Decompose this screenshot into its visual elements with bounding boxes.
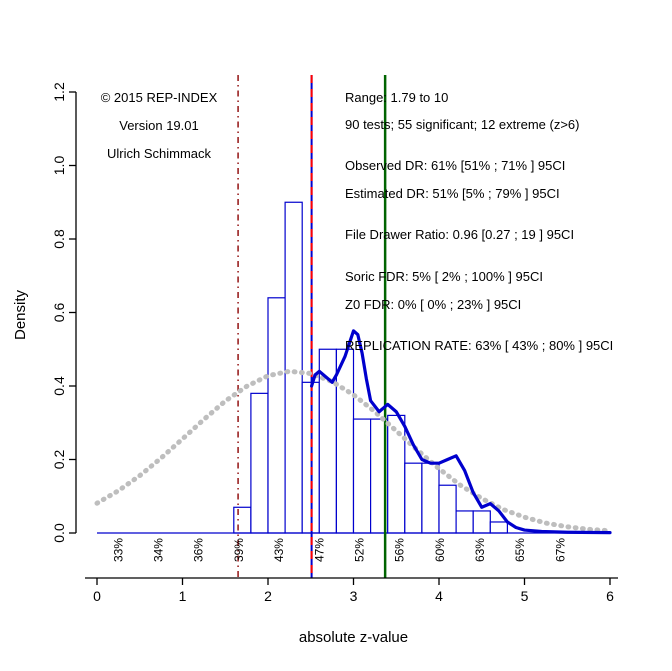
x-tick-label: 4 bbox=[435, 588, 443, 604]
stat-tests: 90 tests; 55 significant; 12 extreme (z>… bbox=[345, 117, 580, 132]
credit-copyright: © 2015 REP-INDEX bbox=[100, 90, 218, 105]
power-percent-label: 36% bbox=[192, 538, 206, 562]
power-percent-label: 56% bbox=[393, 538, 407, 562]
histogram-bar bbox=[335, 348, 355, 534]
y-tick-label: 0.6 bbox=[51, 303, 67, 323]
y-tick-label: 0.8 bbox=[51, 229, 67, 249]
stat-estimated-dr: Estimated DR: 51% [5% ; 79% ] 95CI bbox=[345, 186, 560, 201]
x-tick-label: 5 bbox=[521, 588, 529, 604]
histogram-bar bbox=[438, 484, 457, 534]
x-tick-label: 6 bbox=[606, 588, 614, 604]
power-percent-label: 39% bbox=[232, 538, 246, 562]
histogram-bar bbox=[387, 414, 406, 534]
power-percent-label: 63% bbox=[473, 538, 487, 562]
histogram-bar bbox=[421, 462, 440, 534]
power-percent-label: 47% bbox=[312, 538, 326, 562]
histogram-bar bbox=[352, 418, 372, 534]
power-percent-label: 65% bbox=[513, 538, 527, 562]
histogram-bar bbox=[404, 462, 423, 534]
power-percent-label: 34% bbox=[152, 538, 166, 562]
x-axis-title: absolute z-value bbox=[299, 629, 408, 646]
y-tick-label: 0.0 bbox=[51, 523, 67, 543]
credit-block: © 2015 REP-INDEX Version 19.01 Ulrich Sc… bbox=[98, 90, 220, 174]
histogram-bar bbox=[489, 521, 508, 534]
stat-range: Range: 1.79 to 10 bbox=[345, 90, 449, 105]
y-tick-label: 0.4 bbox=[51, 376, 67, 396]
stat-observed-dr: Observed DR: 61% [51% ; 71% ] 95CI bbox=[345, 158, 566, 173]
axes bbox=[69, 91, 618, 585]
power-percent-label: 52% bbox=[352, 538, 366, 562]
power-percent-labels: 33% 34% 36% 39% 43% 47% 52% 56% 60% 63% 65% 67% bbox=[111, 538, 567, 562]
credit-version: Version 19.01 bbox=[119, 118, 199, 133]
credit-author: Ulrich Schimmack bbox=[106, 146, 211, 161]
x-tick-label: 0 bbox=[93, 588, 101, 604]
power-percent-label: 60% bbox=[433, 538, 447, 562]
power-percent-label: 43% bbox=[272, 538, 286, 562]
stat-replication-rate: REPLICATION RATE: 63% [ 43% ; 80% ] 95CI bbox=[345, 338, 614, 353]
histogram-bars bbox=[233, 201, 508, 534]
histogram-bar bbox=[233, 506, 252, 534]
y-axis-title: Density bbox=[12, 289, 29, 340]
expected-density-grey-curve bbox=[94, 368, 613, 534]
histogram-bar bbox=[284, 201, 303, 534]
histogram-bar bbox=[250, 392, 269, 534]
y-tick-label: 1.0 bbox=[51, 156, 67, 176]
y-tick-label: 1.2 bbox=[51, 82, 67, 102]
histogram-bar bbox=[267, 297, 286, 534]
y-tick-label: 0.2 bbox=[51, 450, 67, 470]
power-percent-label: 33% bbox=[111, 538, 125, 562]
stat-file-drawer-ratio: File Drawer Ratio: 0.96 [0.27 ; 19 ] 95C… bbox=[345, 227, 575, 242]
histogram-bar bbox=[472, 510, 491, 534]
power-percent-label: 67% bbox=[553, 538, 567, 562]
x-tick-label: 3 bbox=[350, 588, 358, 604]
observed-density-blue-curve bbox=[310, 329, 612, 535]
x-tick-label: 1 bbox=[179, 588, 187, 604]
stat-soric-fdr: Soric FDR: 5% [ 2% ; 100% ] 95CI bbox=[345, 269, 543, 284]
stat-z0-fdr: Z0 FDR: 0% [ 0% ; 23% ] 95CI bbox=[345, 297, 522, 312]
x-tick-label: 2 bbox=[264, 588, 272, 604]
histogram-bar bbox=[455, 510, 474, 534]
